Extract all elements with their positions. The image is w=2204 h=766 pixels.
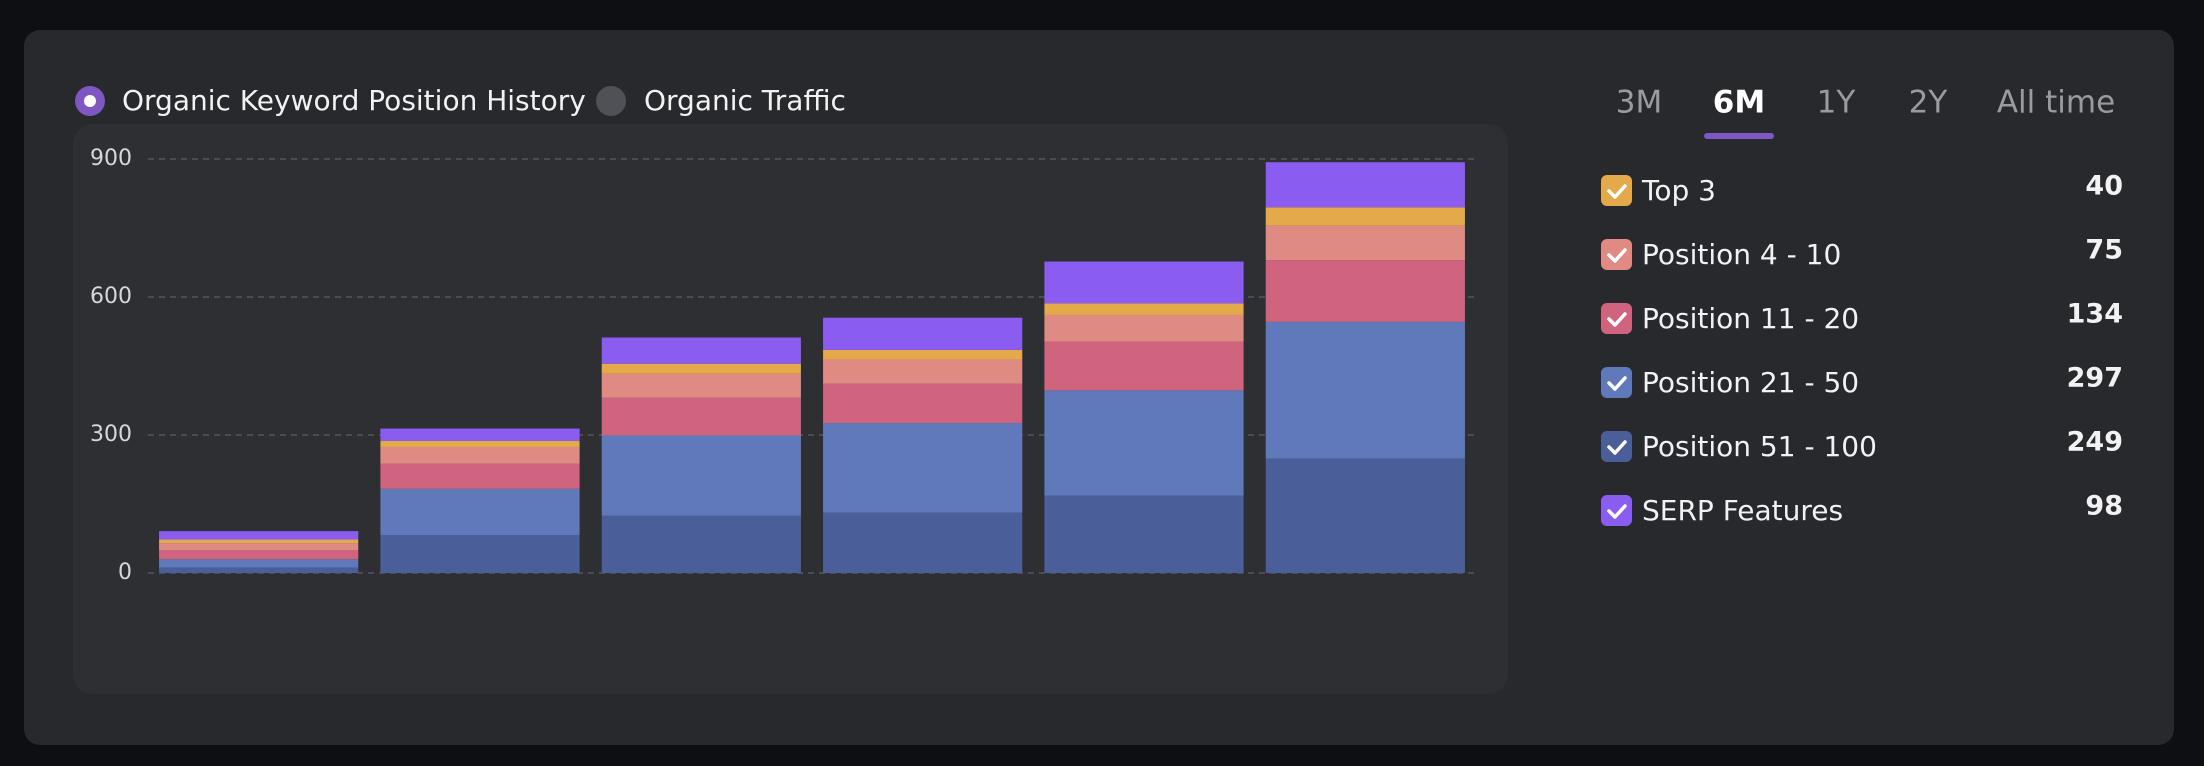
bar-segment [159, 531, 359, 540]
check-icon [1607, 376, 1627, 391]
legend-label: Position 4 - 10 [1642, 238, 1841, 271]
bar-segment [1044, 390, 1244, 496]
legend-value: 134 [2067, 299, 2123, 330]
legend-label: SERP Features [1642, 494, 1843, 527]
bar-segment [601, 373, 801, 398]
legend-checkbox [1601, 239, 1632, 270]
check-icon [1607, 312, 1627, 327]
radio-dot [84, 95, 96, 107]
y-tick-label: 600 [90, 284, 132, 309]
legend-label: Top 3 [1641, 174, 1716, 207]
bar-segment [380, 535, 580, 573]
bar-segment [1044, 314, 1244, 342]
bar-segment [823, 423, 1023, 513]
view-option[interactable]: Organic Traffic [596, 84, 846, 117]
legend-checkbox [1601, 431, 1632, 462]
bar-segment [601, 435, 801, 516]
tab[interactable]: All time [1997, 85, 2115, 121]
bar-segment [601, 363, 801, 374]
tab[interactable]: 2Y [1909, 85, 1948, 121]
view-label: Organic Traffic [644, 84, 846, 117]
legend-item[interactable]: Position 11 - 20 134 [1601, 299, 2123, 336]
legend-item[interactable]: Position 51 - 100 249 [1601, 427, 2123, 464]
bar-segment [1044, 341, 1244, 391]
legend-item[interactable]: Position 21 - 50 297 [1601, 363, 2123, 400]
view-option[interactable]: Organic Keyword Position History [75, 84, 586, 117]
bar-segment [380, 488, 580, 536]
legend-item[interactable]: Position 4 - 10 75 [1601, 235, 2123, 272]
bar-segment [1265, 207, 1465, 226]
y-tick-label: 0 [118, 560, 132, 585]
legend-label: Position 11 - 20 [1642, 302, 1859, 335]
legend-label: Position 21 - 50 [1642, 366, 1859, 399]
bar-segment [1265, 260, 1465, 322]
bar-segment [159, 550, 359, 560]
bar-segment [1265, 458, 1465, 573]
legend-item[interactable]: SERP Features 98 [1601, 491, 2123, 528]
bar-segment [380, 428, 580, 441]
legend-checkbox [1601, 175, 1632, 206]
legend-value: 40 [2085, 171, 2123, 202]
bar-segment [1044, 303, 1244, 315]
bar-segment [1265, 225, 1465, 261]
bar-segment [159, 567, 359, 573]
tab[interactable]: 6M [1713, 85, 1765, 121]
y-tick-label: 300 [90, 422, 132, 447]
legend-value: 98 [2085, 491, 2123, 522]
check-icon [1607, 504, 1627, 519]
legend-value: 75 [2085, 235, 2123, 266]
legend-checkbox [1601, 303, 1632, 334]
bar-segment [823, 317, 1023, 350]
view-label: Organic Keyword Position History [122, 84, 586, 117]
bar-segment [380, 440, 580, 447]
tab[interactable]: 3M [1616, 85, 1662, 121]
legend-checkbox [1601, 495, 1632, 526]
radio [596, 86, 626, 116]
bar-segment [380, 446, 580, 464]
bar-segment [601, 515, 801, 573]
bar-segment [1265, 321, 1465, 459]
bar-segment [601, 397, 801, 436]
bar-segment [823, 349, 1023, 360]
bar-segment [1265, 162, 1465, 208]
bar-segment [823, 383, 1023, 424]
legend-label: Position 51 - 100 [1642, 430, 1877, 463]
tab[interactable]: 1Y [1817, 85, 1856, 121]
legend-item[interactable]: Top 3 40 [1601, 171, 2123, 208]
check-icon [1607, 440, 1627, 455]
bar-segment [823, 359, 1023, 384]
tab-underline [1704, 133, 1774, 139]
bar-segment [159, 543, 359, 550]
bar-segment [1044, 495, 1244, 573]
bar-segment [1044, 261, 1244, 304]
bar-segment [380, 463, 580, 489]
legend-checkbox [1601, 367, 1632, 398]
check-icon [1607, 184, 1627, 199]
bar-segment [159, 539, 359, 544]
check-icon [1607, 248, 1627, 263]
legend-value: 297 [2067, 363, 2123, 394]
y-tick-label: 900 [90, 146, 132, 171]
bar-segment [823, 512, 1023, 573]
legend-value: 249 [2067, 427, 2123, 458]
bar-segment [601, 337, 801, 364]
bar-segment [159, 559, 359, 568]
